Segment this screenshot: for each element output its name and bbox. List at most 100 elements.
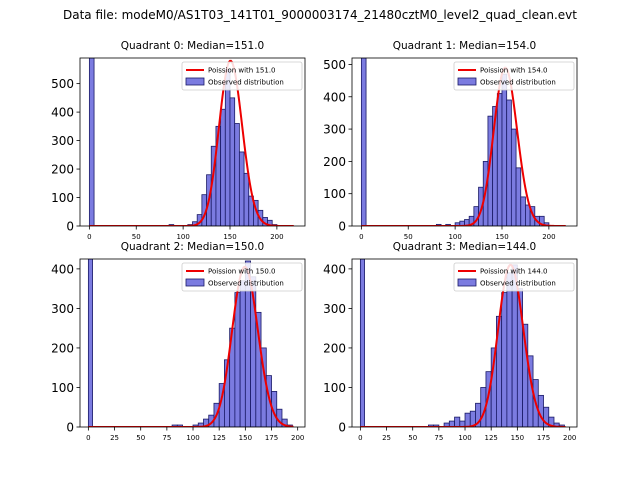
axes-frame (79, 57, 306, 227)
y-tick-label: 200 (323, 341, 346, 355)
histogram-bar (454, 416, 461, 427)
histogram-bar (506, 272, 513, 427)
plot-area (88, 58, 294, 226)
x-tick-label: 25 (110, 434, 119, 442)
histogram-bar (239, 280, 246, 427)
legend: Poission with 144.0 Observed distribution (453, 262, 575, 292)
x-tick-label: 150 (223, 233, 236, 241)
histogram-bar (539, 215, 545, 226)
histogram-bar (234, 123, 240, 226)
y-tick-label: 300 (51, 302, 74, 316)
histogram-bar (220, 108, 226, 226)
legend-label-observed: Observed distribution (208, 280, 284, 288)
y-tick-label: 300 (323, 302, 346, 316)
subplot-title: Quadrant 3: Median=144.0 (393, 241, 536, 253)
plot-area (360, 58, 566, 226)
x-tick-label: 200 (291, 434, 304, 442)
x-tick-label: 200 (563, 434, 576, 442)
histogram-bar (464, 412, 471, 427)
legend-label-poisson: Poission with 144.0 (480, 268, 548, 276)
histogram-bar (243, 172, 250, 226)
y-tick-label: 0 (338, 421, 346, 435)
subplot-quadrant-2: 0 25 50 75 100 125 150 175 200 0 100 200 300 400 Quadr… (51, 241, 306, 442)
histogram-bar (501, 292, 508, 427)
legend-box (181, 61, 303, 91)
y-tick-label: 200 (51, 163, 74, 177)
histogram-bar (501, 73, 508, 226)
y-tick-label: 400 (323, 262, 346, 276)
y-tick-label: 300 (323, 123, 346, 137)
legend-label-poisson: Poission with 150.0 (208, 268, 276, 276)
subplot-quadrant-3: 0 25 50 75 100 125 150 175 200 0 100 200 300 400 Quadr… (323, 241, 578, 442)
x-tick-label: 75 (434, 434, 443, 442)
x-tick-label: 100 (186, 434, 199, 442)
x-tick-label: 125 (484, 434, 497, 442)
x-tick-label: 0 (359, 233, 363, 241)
y-tick-label: 500 (323, 58, 346, 72)
y-tick-label: 500 (51, 77, 74, 91)
y-tick-label: 300 (51, 134, 74, 148)
poisson-curve (361, 66, 566, 226)
y-tick-label: 0 (66, 421, 74, 435)
x-tick-label: 0 (87, 233, 91, 241)
histogram-bar (515, 167, 522, 226)
legend-label-observed: Observed distribution (480, 280, 556, 288)
y-tick-label: 200 (51, 341, 74, 355)
legend-box (453, 61, 575, 91)
y-tick-label: 0 (66, 220, 74, 234)
subplot-title: Quadrant 1: Median=154.0 (393, 40, 536, 52)
x-tick-label: 75 (162, 434, 171, 442)
x-tick-label: 200 (542, 233, 555, 241)
axes-frame (351, 258, 578, 428)
axes-frame (351, 57, 578, 227)
histogram-bar (229, 97, 236, 226)
y-tick-label: 100 (51, 191, 74, 205)
x-tick-label: 150 (495, 233, 508, 241)
x-tick-label: 25 (382, 434, 391, 442)
y-tick-label: 100 (51, 381, 74, 395)
x-tick-label: 150 (511, 434, 524, 442)
subplot-quadrant-0: 0 50 100 150 200 0 100 200 300 400 500 Quadrant 0: … (51, 40, 306, 241)
histogram-bar (520, 196, 526, 226)
figure-title: Data file: modeM0/AS1T03_141T01_90000031… (63, 8, 577, 22)
histogram-bar (224, 68, 231, 226)
subplot-title: Quadrant 2: Median=150.0 (121, 241, 264, 253)
x-tick-label: 125 (212, 434, 225, 442)
x-tick-label: 50 (136, 434, 145, 442)
plot-area (359, 259, 566, 427)
x-tick-label: 50 (132, 233, 141, 241)
legend-box (453, 262, 575, 292)
legend: Poission with 154.0 Observed distribution (453, 61, 575, 91)
legend-bar-swatch (185, 278, 205, 287)
histogram-bar-zero (88, 58, 95, 226)
subplot-quadrant-1: 0 50 100 150 200 0 100 200 300 400 500 Quadrant 1: … (323, 40, 578, 241)
legend-bar-swatch (457, 278, 477, 287)
histogram-bar (510, 128, 517, 226)
histogram-bar (506, 99, 512, 226)
x-tick-label: 0 (358, 434, 362, 442)
legend: Poission with 150.0 Observed distribution (181, 262, 303, 292)
x-tick-label: 0 (86, 434, 90, 442)
y-tick-label: 400 (323, 90, 346, 104)
legend-bar-swatch (185, 77, 205, 86)
x-tick-label: 50 (408, 434, 417, 442)
histogram-bar (234, 292, 241, 427)
y-tick-label: 0 (338, 220, 346, 234)
legend-bar-swatch (457, 77, 477, 86)
axes-frame (79, 258, 306, 428)
y-tick-label: 100 (323, 187, 346, 201)
x-tick-label: 200 (270, 233, 283, 241)
y-tick-label: 200 (323, 155, 346, 169)
x-tick-label: 100 (458, 434, 471, 442)
legend: Poission with 151.0 Observed distribution (181, 61, 303, 91)
x-tick-label: 50 (404, 233, 413, 241)
legend-label-observed: Observed distribution (480, 79, 556, 87)
legend-label-poisson: Poission with 154.0 (480, 67, 548, 75)
x-tick-label: 100 (176, 233, 189, 241)
y-tick-label: 100 (323, 381, 346, 395)
legend-label-observed: Observed distribution (208, 79, 284, 87)
x-tick-label: 175 (265, 434, 278, 442)
histogram-bar-zero (87, 259, 93, 427)
x-tick-label: 175 (537, 434, 550, 442)
